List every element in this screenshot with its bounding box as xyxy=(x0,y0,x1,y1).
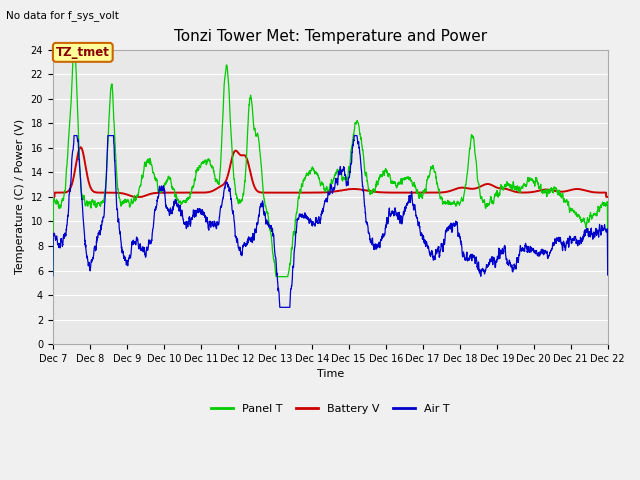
Text: TZ_tmet: TZ_tmet xyxy=(56,46,109,59)
X-axis label: Time: Time xyxy=(317,370,344,379)
Y-axis label: Temperature (C) / Power (V): Temperature (C) / Power (V) xyxy=(15,120,25,275)
Title: Tonzi Tower Met: Temperature and Power: Tonzi Tower Met: Temperature and Power xyxy=(173,29,487,44)
Legend: Panel T, Battery V, Air T: Panel T, Battery V, Air T xyxy=(207,400,454,419)
Text: No data for f_sys_volt: No data for f_sys_volt xyxy=(6,10,119,21)
